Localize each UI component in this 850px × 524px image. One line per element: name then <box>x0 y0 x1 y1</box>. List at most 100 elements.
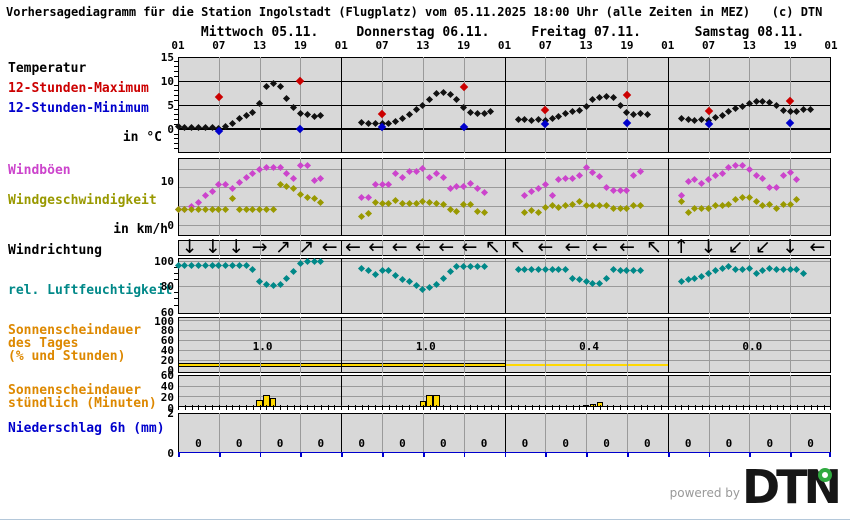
gridline-6h <box>463 240 465 256</box>
gridline-6h <box>218 317 220 373</box>
sunshine-bar <box>433 394 440 408</box>
day-separator <box>504 412 506 452</box>
hour-tick <box>327 404 329 410</box>
precip-axis-tick <box>790 453 792 457</box>
gridline-6h <box>545 317 547 373</box>
hour-tick <box>749 404 751 410</box>
hour-tick <box>708 404 710 410</box>
temp-axis-label: 0 <box>167 123 174 137</box>
minor-tick <box>174 114 178 116</box>
day-separator <box>341 240 343 256</box>
temp-axis-label: 15 <box>160 50 174 64</box>
hour-tick <box>783 404 785 410</box>
gridline-6h <box>586 240 588 256</box>
hour-label: 13 <box>416 39 430 52</box>
hour-tick <box>728 404 730 410</box>
hour-tick <box>246 404 248 410</box>
gridline-6h <box>259 257 261 314</box>
gridline-6h <box>382 158 384 236</box>
hour-label: 13 <box>579 39 593 52</box>
hour-tick <box>647 404 649 410</box>
gridline-6h <box>382 56 384 153</box>
precip-axis-tick <box>504 453 507 457</box>
gridline-6h <box>463 412 465 452</box>
label-sunshine-daily-1: Sonnenscheindauer <box>8 323 142 338</box>
gridline-6h <box>218 374 220 408</box>
hour-tick <box>178 404 179 410</box>
day-separator <box>667 317 669 373</box>
page-title: Vorhersagediagramm für die Station Ingol… <box>6 5 823 19</box>
hour-tick <box>409 404 411 410</box>
hour-tick <box>531 404 533 410</box>
hour-tick <box>545 404 547 410</box>
precip-value-label: 0 <box>276 437 284 450</box>
gridline-6h <box>300 240 302 256</box>
sunshine-daily-axis-label: 20 <box>160 354 174 368</box>
precip-value-label: 0 <box>562 437 570 450</box>
label-12h-minimum: 12-Stunden-Minimum <box>8 101 149 116</box>
gridline-6h <box>218 240 220 256</box>
hour-label: 07 <box>538 39 552 52</box>
hour-tick <box>184 404 186 410</box>
precip-value-label: 0 <box>439 437 447 450</box>
sunshine-bar <box>426 394 433 408</box>
label-wind-gusts: Windböen <box>8 163 71 178</box>
sunshine-bar <box>270 397 277 408</box>
hour-tick <box>688 404 690 410</box>
gridline-6h <box>259 158 261 236</box>
gridline-6h <box>749 240 751 256</box>
day-separator <box>667 56 669 153</box>
sunshine-bar <box>596 402 603 408</box>
hour-tick <box>354 404 356 410</box>
hour-label: 07 <box>701 39 716 52</box>
wind-direction-arrow: ↗ <box>298 236 315 258</box>
hour-tick <box>341 404 343 410</box>
minor-tick <box>174 292 178 294</box>
gridline-6h <box>790 158 792 236</box>
hour-label: 13 <box>253 39 267 52</box>
hour-tick <box>218 404 220 410</box>
day-separator <box>178 240 179 256</box>
sunshine-hourly-axis-label: 0 <box>167 401 174 415</box>
gridline-6h <box>626 56 628 153</box>
hour-tick <box>790 404 792 410</box>
wind-direction-arrow: → <box>251 236 268 258</box>
hour-tick <box>579 404 581 410</box>
hour-tick <box>626 404 628 410</box>
hour-tick <box>484 404 486 410</box>
hour-label: 13 <box>742 39 756 52</box>
gridline-6h <box>463 374 465 408</box>
hour-tick <box>681 404 683 410</box>
hour-label: 07 <box>375 39 389 52</box>
day-separator <box>178 257 179 314</box>
hour-tick <box>232 404 234 410</box>
hour-tick <box>191 404 193 410</box>
hour-tick <box>497 404 499 410</box>
humidity-axis-label: 80 <box>160 280 174 294</box>
sunshine-daily-axis-label: 60 <box>160 334 174 348</box>
hour-tick <box>361 404 363 410</box>
wind-direction-arrow: ↓ <box>228 236 245 258</box>
bottom-divider <box>0 519 850 520</box>
hour-label: 01 <box>661 39 675 52</box>
precip-value-label: 0 <box>195 437 202 450</box>
day-separator <box>504 158 506 236</box>
sunshine-bar <box>589 403 597 408</box>
hour-tick <box>715 404 717 410</box>
gridline-6h <box>708 257 710 314</box>
wind-direction-arrow: ↓ <box>782 236 799 258</box>
day-separator <box>178 374 179 408</box>
gridline-6h <box>463 158 465 236</box>
gridline-6h <box>218 158 220 236</box>
sunshine-hourly-axis-label: 20 <box>160 390 174 404</box>
hour-tick <box>769 404 771 410</box>
hour-label: 19 <box>293 39 308 52</box>
hour-tick <box>776 404 778 410</box>
hour-tick <box>375 404 377 410</box>
sunshine-hourly-axis-label: 60 <box>160 369 174 383</box>
day-separator <box>830 317 831 373</box>
day-separator <box>504 240 506 256</box>
gridline-6h <box>626 257 628 314</box>
